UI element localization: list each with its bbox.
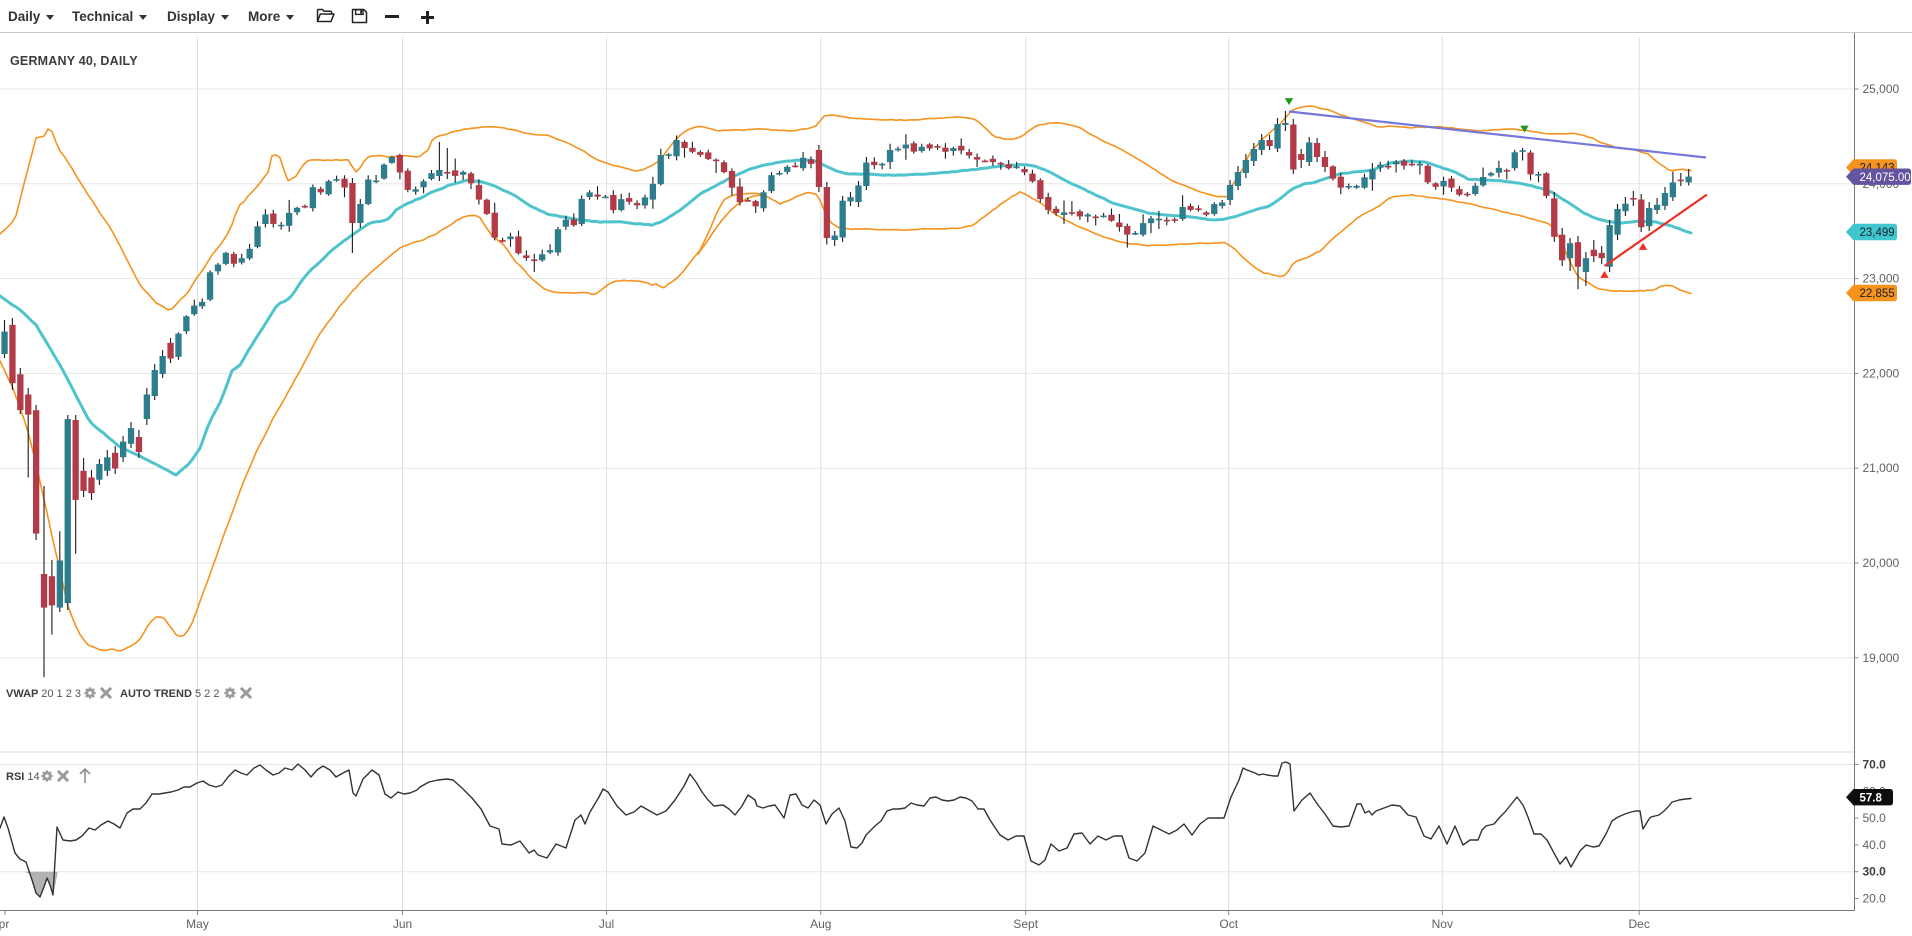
svg-text:RSI 14: RSI 14 [6,771,40,783]
svg-text:30.0: 30.0 [1863,865,1887,879]
svg-text:23,499: 23,499 [1860,227,1895,239]
svg-text:Jun: Jun [393,917,412,931]
svg-text:24,075.00: 24,075.00 [1860,172,1911,184]
svg-text:Sept: Sept [1013,917,1038,931]
svg-text:19,000: 19,000 [1863,651,1900,665]
svg-text:VWAP 20 1 2 3: VWAP 20 1 2 3 [6,688,81,700]
svg-text:Aug: Aug [810,917,831,931]
svg-text:20.0: 20.0 [1863,892,1887,906]
svg-text:May: May [186,917,209,931]
svg-text:20,000: 20,000 [1863,556,1900,570]
svg-text:70.0: 70.0 [1863,758,1887,772]
svg-text:57.8: 57.8 [1860,792,1883,804]
svg-text:22,000: 22,000 [1863,366,1900,380]
svg-text:50.0: 50.0 [1863,811,1887,825]
svg-text:Nov: Nov [1432,917,1453,931]
svg-text:Oct: Oct [1219,917,1238,931]
svg-text:25,000: 25,000 [1863,82,1900,96]
svg-text:GERMANY 40, DAILY: GERMANY 40, DAILY [10,54,138,68]
svg-text:Apr: Apr [0,917,9,931]
svg-text:22,855: 22,855 [1860,288,1895,300]
svg-text:40.0: 40.0 [1863,838,1887,852]
svg-text:Dec: Dec [1629,917,1650,931]
svg-text:Jul: Jul [599,917,614,931]
svg-text:23,000: 23,000 [1863,272,1900,286]
svg-text:21,000: 21,000 [1863,461,1900,475]
svg-text:AUTO TREND 5 2 2: AUTO TREND 5 2 2 [120,688,219,700]
